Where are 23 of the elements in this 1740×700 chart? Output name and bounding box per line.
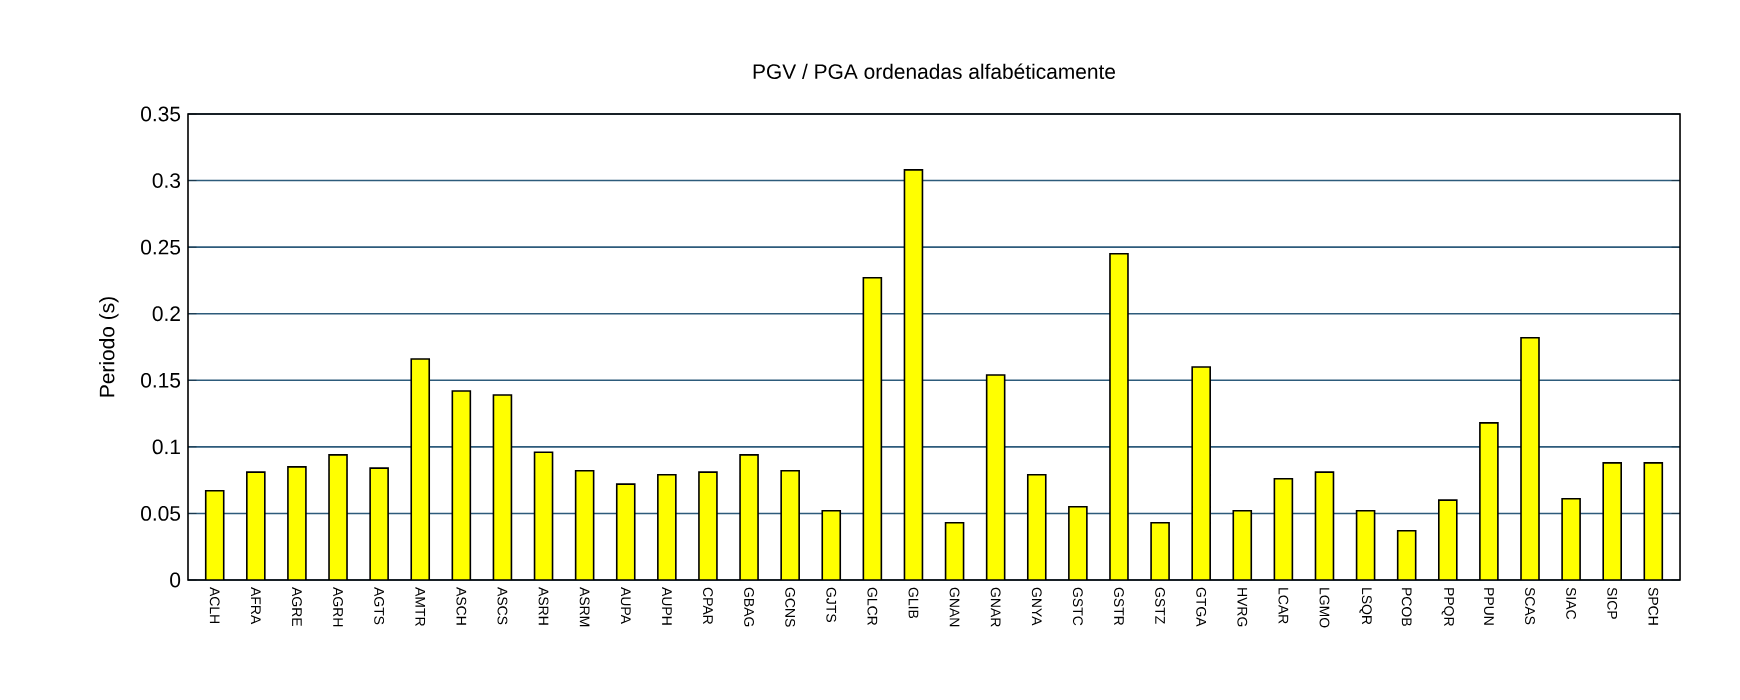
- y-tick-label: 0.1: [152, 439, 180, 455]
- bar: [1355, 509, 1376, 580]
- y-tick-label: 0.3: [152, 173, 181, 188]
- bar: [1396, 529, 1417, 580]
- chart-title: PGV / PGA ordenadas alfabéticamente: [753, 63, 1116, 80]
- bar: [985, 374, 1006, 580]
- bar: [903, 169, 924, 580]
- bar: [862, 276, 883, 580]
- bar: [451, 390, 472, 580]
- bar: [533, 451, 554, 580]
- bar: [1314, 471, 1335, 580]
- y-tick-label: 0.15: [141, 372, 181, 388]
- bar: [492, 394, 513, 580]
- bar: [944, 521, 965, 580]
- bar: [1643, 462, 1664, 580]
- y-tick-label: 0.2: [152, 306, 180, 322]
- y-tick-label: 0.25: [141, 239, 181, 255]
- y-tick-label: 0.05: [141, 506, 181, 521]
- bar: [574, 470, 595, 580]
- y-tick-label: 0: [170, 572, 181, 588]
- bar: [1273, 478, 1294, 580]
- y-axis-title: Periodo (s): [99, 297, 119, 397]
- y-tick-label: 0.35: [141, 106, 181, 122]
